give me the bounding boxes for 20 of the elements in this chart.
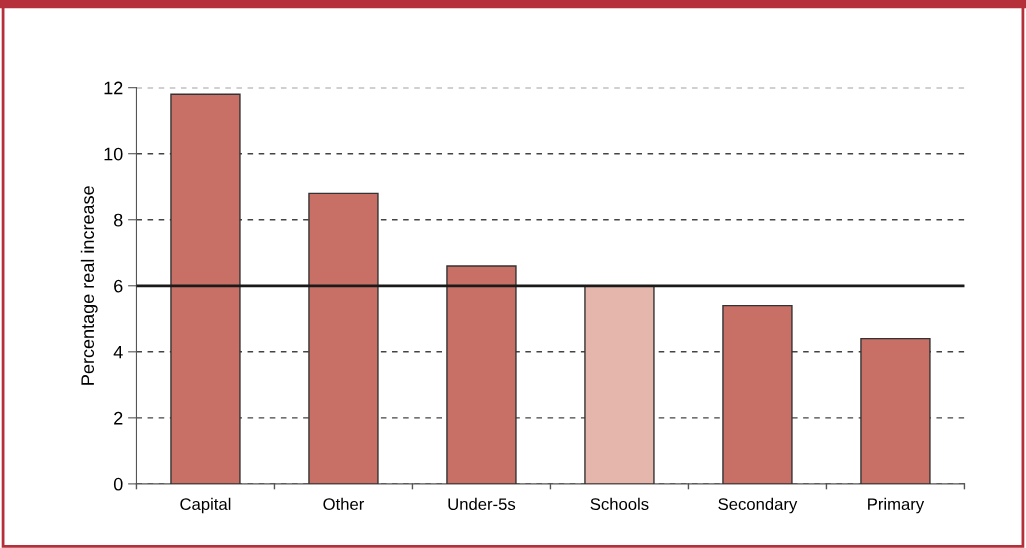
bar xyxy=(722,304,793,484)
x-tick-label: Other xyxy=(323,497,365,511)
x-tick-label: Capital xyxy=(180,497,231,514)
x-tick-label: Primary xyxy=(868,497,925,514)
y-tick-label: 8 xyxy=(114,213,123,227)
y-axis-title: Percentage real increase xyxy=(80,186,98,385)
bar xyxy=(308,192,379,484)
x-tick-label: Under-5s xyxy=(448,497,516,511)
bar xyxy=(860,337,931,484)
y-tick-label: 4 xyxy=(113,345,123,359)
bar xyxy=(446,265,517,484)
y-tick-label: 0 xyxy=(113,477,123,491)
bar xyxy=(170,93,241,484)
bar xyxy=(584,285,655,484)
x-tick-label: Secondary xyxy=(718,497,798,514)
y-tick-label: 10 xyxy=(104,147,123,161)
x-tick-label: Schools xyxy=(590,497,649,511)
y-tick-label: 2 xyxy=(114,411,123,425)
y-tick-label: 12 xyxy=(104,81,123,95)
y-tick-label: 6 xyxy=(114,279,123,293)
